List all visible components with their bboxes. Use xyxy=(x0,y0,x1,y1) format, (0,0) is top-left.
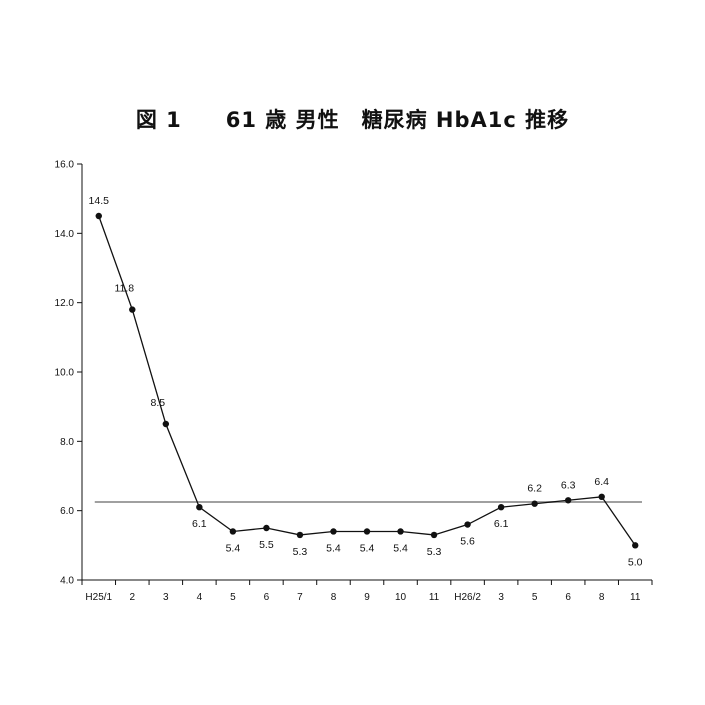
data-point xyxy=(330,528,337,535)
data-label: 5.4 xyxy=(326,542,341,554)
x-tick-label: H25/1 xyxy=(85,592,112,603)
x-tick-label: 9 xyxy=(364,592,370,603)
data-label: 6.1 xyxy=(192,518,207,530)
chart-title: 図 1 61 歳 男性 糖尿病 HbA1c 推移 xyxy=(135,108,570,132)
data-label: 5.5 xyxy=(259,539,274,551)
data-label: 6.1 xyxy=(494,518,509,530)
x-tick-label: 4 xyxy=(197,592,203,603)
data-label: 5.3 xyxy=(427,546,442,558)
y-tick-label: 14.0 xyxy=(55,229,75,240)
data-label: 5.3 xyxy=(293,546,308,558)
x-tick-label: 11 xyxy=(429,592,440,603)
data-point xyxy=(497,504,505,511)
data-point xyxy=(363,528,371,535)
x-tick-label: 3 xyxy=(163,592,169,603)
x-tick-label: 5 xyxy=(230,592,236,603)
data-label: 6.2 xyxy=(527,483,542,495)
x-tick-label: 6 xyxy=(565,592,571,603)
data-label: 6.4 xyxy=(594,476,609,488)
data-point xyxy=(263,524,270,532)
data-point xyxy=(397,528,404,535)
data-point xyxy=(464,521,471,528)
data-point xyxy=(95,212,102,220)
data-label: 5.4 xyxy=(360,542,375,554)
x-tick-label: 6 xyxy=(264,592,270,603)
x-tick-label: H26/2 xyxy=(454,592,481,603)
y-tick-label: 10.0 xyxy=(55,368,75,379)
x-tick-label: 5 xyxy=(532,592,538,603)
data-point xyxy=(229,528,237,535)
x-tick-label: 8 xyxy=(331,592,337,603)
data-point xyxy=(162,420,170,428)
data-label: 5.6 xyxy=(460,536,475,548)
y-tick-label: 8.0 xyxy=(60,437,74,448)
data-point xyxy=(531,500,538,507)
x-tick-label: 11 xyxy=(630,592,641,603)
data-label: 5.0 xyxy=(628,556,643,568)
x-tick-label: 10 xyxy=(395,592,407,603)
data-point xyxy=(196,504,203,511)
data-label: 14.5 xyxy=(89,195,110,207)
data-label: 6.3 xyxy=(561,479,576,491)
series-group xyxy=(95,212,639,549)
data-label: 5.4 xyxy=(393,542,408,554)
x-tick-label: 3 xyxy=(498,592,504,603)
data-point xyxy=(598,493,605,500)
x-tick-label: 8 xyxy=(599,592,605,603)
data-label: 11.8 xyxy=(114,283,134,295)
series-line xyxy=(98,215,636,546)
data-label: 8.5 xyxy=(151,397,166,409)
x-tick-label: 7 xyxy=(297,592,303,603)
y-tick-label: 12.0 xyxy=(55,298,75,309)
data-point xyxy=(296,531,304,539)
x-tick-label: 2 xyxy=(130,592,136,603)
y-tick-label: 4.0 xyxy=(60,576,74,587)
data-labels-group: 14.5 11.8 8.5 6.1 5.4 5.5 5.3 5.4 5.4 5.4 5.3 5.6 6.… xyxy=(89,195,643,568)
data-point xyxy=(632,542,639,549)
y-tick-label: 16.0 xyxy=(55,160,75,171)
axes: 4.0 6.0 8.0 10.0 12.0 14.0 16.0 H25/1 2 3 4 5 6 7 8 9 10… xyxy=(55,160,653,603)
data-label: 5.4 xyxy=(226,542,241,554)
y-tick-label: 6.0 xyxy=(60,506,74,517)
data-point xyxy=(564,497,572,504)
data-point xyxy=(430,531,438,539)
data-point xyxy=(129,306,136,313)
